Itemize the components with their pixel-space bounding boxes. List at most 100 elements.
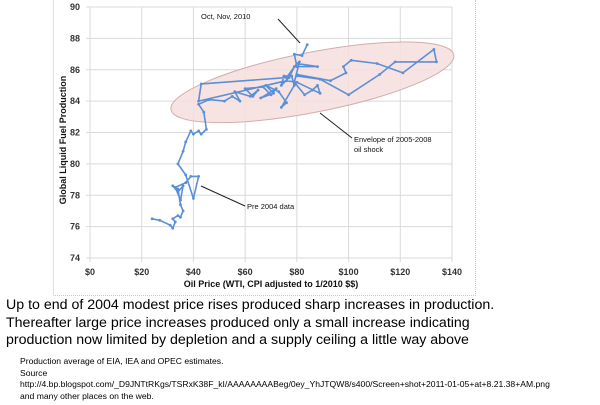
data-point [285,76,288,79]
data-point [176,162,180,166]
data-point [295,80,299,84]
data-point [199,132,203,136]
data-point [349,58,353,62]
data-point [171,184,175,188]
data-point [261,85,265,89]
series-points [150,43,438,230]
data-point [179,203,182,207]
annotation-arrow-envelope [319,112,353,139]
data-point [181,149,185,153]
data-point [290,74,294,78]
data-point [329,79,332,83]
data-point [295,62,299,65]
data-point [238,99,242,103]
y-tick-label: 88 [70,33,80,43]
source-note: Production average of EIA, IEA and OPEC … [20,356,600,402]
data-point [316,65,319,68]
data-point [298,60,301,64]
annotation-envelope-line2: oil shock [354,145,383,154]
data-point [305,43,309,47]
data-point [173,186,177,189]
data-point [181,184,185,188]
data-point [292,65,296,68]
y-tick-label: 80 [70,159,80,169]
data-point [264,84,268,87]
chart-frame [53,0,476,296]
data-point [303,93,306,97]
x-tick-labels: $0 $20 $40 $60 $80 $100 $120 $140 [85,267,462,277]
data-point [375,62,379,65]
x-tick-label: $40 [186,267,201,277]
annotation-arrow-pre-2004 [200,185,246,207]
data-point [168,223,172,227]
data-point [393,60,397,64]
x-tick-label: $60 [238,267,253,277]
data-point [274,87,278,90]
data-point [197,129,201,133]
x-tick-label: $100 [339,267,359,277]
x-tick-label: $120 [390,267,410,277]
data-point [176,187,180,191]
data-point [292,84,296,87]
source-line: Production average of EIA, IEA and OPEC … [20,356,224,366]
data-point [233,90,237,94]
data-point [192,132,195,136]
caption-line: Thereafter large price increases produce… [6,314,470,331]
data-point [189,175,193,178]
source-line: Source [20,367,48,378]
data-point [248,95,252,98]
x-tick-label: $20 [134,267,149,277]
y-tick-labels: 74 76 78 80 82 84 86 88 90 [70,2,80,263]
data-point [197,99,201,103]
data-point [184,181,188,185]
data-point [318,77,322,81]
data-point [181,209,185,213]
data-point [176,214,180,218]
x-tick-label: $140 [442,267,462,277]
y-tick-label: 74 [70,253,80,263]
annotation-arrow-oct-nov-2010 [277,18,301,44]
data-point [199,82,203,86]
data-point [277,90,281,94]
data-point [378,73,381,76]
data-point [282,74,286,78]
data-point [184,173,188,177]
data-point [292,80,296,84]
data-point [269,93,273,97]
annotation-envelope-line1: Envelope of 2005-2008 [354,135,432,144]
data-point [243,87,247,90]
data-point [202,110,206,114]
y-tick-label: 90 [70,2,80,12]
data-point [207,98,211,101]
data-point [295,65,299,68]
data-point [292,52,296,56]
caption: Up to end of 2004 modest price rises pro… [6,297,596,350]
data-point [342,65,345,68]
data-point [285,101,288,105]
x-tick-label: $0 [85,267,95,277]
data-point [285,79,288,83]
y-tick-label: 82 [70,128,80,138]
data-point [158,218,162,222]
data-point [179,198,182,202]
envelope-ellipse [170,41,455,124]
x-axis-label: Oil Price (WTI, CPI adjusted to 1/2010 $… [184,279,359,289]
data-point [176,190,180,194]
data-point [432,48,436,51]
data-point [184,140,188,144]
data-point [230,95,234,98]
y-axis-label: Global Liquid Fuel Production [58,76,68,205]
data-point [205,127,208,131]
source-url: http://4.bp.blogspot.com/_D9JNTtRKgs/TSR… [20,379,550,390]
data-point [173,220,177,224]
data-point [279,106,283,109]
x-tick-label: $80 [289,267,304,277]
y-tick-label: 78 [70,190,80,200]
data-point [287,76,291,79]
data-point [344,71,348,75]
data-point [279,84,283,87]
data-point [179,215,182,219]
source-line: and many other places on the web. [20,390,154,401]
data-point [347,93,350,97]
data-point [189,129,193,133]
